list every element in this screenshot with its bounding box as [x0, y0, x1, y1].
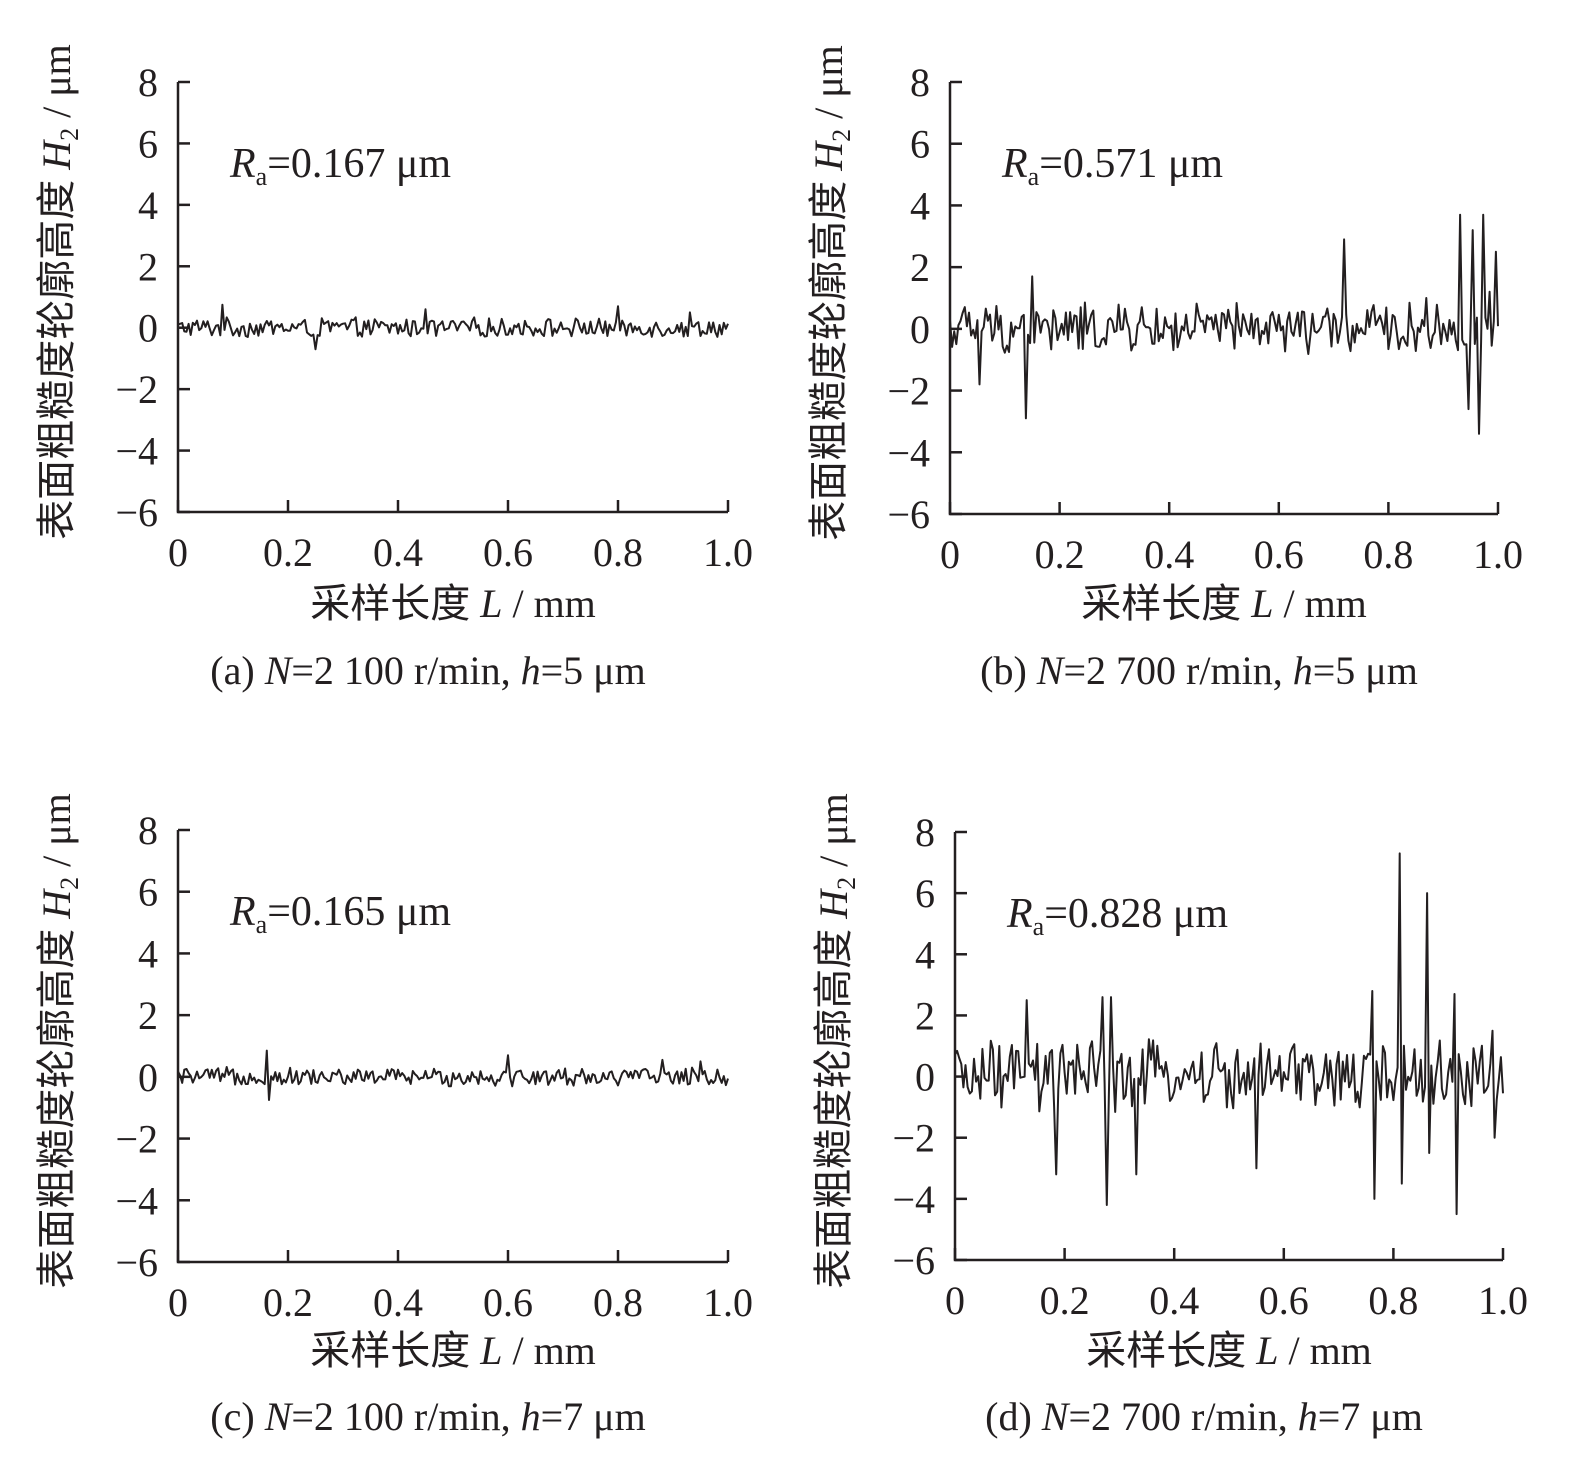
y-tick-label: 6 — [138, 870, 158, 915]
y-tick-label: −2 — [892, 1116, 935, 1161]
y-tick-label: 8 — [138, 60, 158, 105]
x-tick-label: 0.4 — [1149, 1278, 1199, 1323]
y-tick-label: −4 — [115, 429, 158, 474]
y-tick-label: 0 — [138, 306, 158, 351]
x-tick-label: 0.8 — [1363, 532, 1413, 577]
y-tick-label: −2 — [887, 369, 930, 414]
y-tick-label: 2 — [138, 244, 158, 289]
x-tick-label: 0.2 — [263, 1280, 313, 1325]
y-tick-label: −2 — [115, 1117, 158, 1162]
y-tick-label: 8 — [138, 808, 158, 853]
roughness-profile-line — [949, 213, 1499, 435]
y-axis-title: 表面粗糙度轮廓高度 H2 / μm — [811, 793, 861, 1289]
y-tick-label: −2 — [115, 367, 158, 412]
x-axis-title: 采样长度 L / mm — [1081, 581, 1367, 626]
y-tick-label: 4 — [138, 931, 158, 976]
x-tick-label: 0 — [168, 530, 188, 575]
y-tick-label: 2 — [138, 993, 158, 1038]
x-tick-label: 0.2 — [263, 530, 313, 575]
chart-panel-b: −6 −4 −2 0 2 4 6 8 0 0.2 0.4 0.6 0.8 1.0 表面粗糙度轮廓高度 H2 … — [806, 45, 1523, 693]
x-tick-label: 0.6 — [483, 530, 533, 575]
y-tick-label: 4 — [915, 932, 935, 977]
x-tick-label: 0.2 — [1040, 1278, 1090, 1323]
x-tick-label: 0 — [940, 532, 960, 577]
y-tick-label: −6 — [115, 1240, 158, 1285]
x-tick-label: 0.8 — [593, 1280, 643, 1325]
y-tick-label: 2 — [915, 993, 935, 1038]
ra-annotation: Ra=0.165 μm — [229, 889, 451, 939]
x-tick-label: 0 — [168, 1280, 188, 1325]
y-tick-label: 4 — [138, 183, 158, 228]
y-tick-label: −6 — [892, 1238, 935, 1283]
x-tick-label: 1.0 — [703, 1280, 753, 1325]
ra-annotation: Ra=0.167 μm — [229, 141, 451, 191]
y-tick-label: −6 — [115, 490, 158, 535]
x-axis-title: 采样长度 L / mm — [1086, 1328, 1372, 1373]
x-tick-label: 0.6 — [483, 1280, 533, 1325]
x-tick-label: 0.6 — [1259, 1278, 1309, 1323]
panel-caption: (a) N=2 100 r/min, h=5 μm — [210, 648, 645, 693]
x-tick-label: 0.4 — [373, 530, 423, 575]
panel-caption: (b) N=2 700 r/min, h=5 μm — [980, 648, 1418, 693]
y-tick-label: 6 — [910, 122, 930, 167]
y-tick-label: 0 — [138, 1055, 158, 1100]
y-tick-label: 8 — [910, 60, 930, 105]
ra-annotation: Ra=0.828 μm — [1006, 891, 1228, 941]
y-tick-label: 0 — [915, 1055, 935, 1100]
x-axis-title: 采样长度 L / mm — [310, 1328, 596, 1373]
x-tick-label: 0.6 — [1254, 532, 1304, 577]
x-tick-label: 0.8 — [1368, 1278, 1418, 1323]
axis-lines — [176, 830, 728, 1264]
x-tick-label: 0.8 — [593, 530, 643, 575]
roughness-profile-line — [177, 1049, 729, 1101]
x-tick-label: 0.4 — [1144, 532, 1194, 577]
x-tick-label: 1.0 — [1478, 1278, 1528, 1323]
x-axis-title: 采样长度 L / mm — [310, 581, 596, 626]
chart-panel-a: −6 −4 −2 0 2 4 6 8 0 0.2 0.4 0.6 0.8 1.0 表面粗糙度轮廓高度 H2 … — [34, 44, 753, 693]
chart-panel-d: −6 −4 −2 0 2 4 6 8 0 0.2 0.4 0.6 0.8 1.0 表面粗糙度轮廓高度 H2 … — [811, 793, 1528, 1439]
y-tick-label: 0 — [910, 307, 930, 352]
y-tick-label: 2 — [910, 245, 930, 290]
panel-caption: (c) N=2 100 r/min, h=7 μm — [210, 1394, 645, 1439]
ra-annotation: Ra=0.571 μm — [1001, 141, 1223, 191]
x-tick-label: 0.4 — [373, 1280, 423, 1325]
x-tick-label: 1.0 — [703, 530, 753, 575]
y-tick-label: 6 — [915, 871, 935, 916]
axis-lines — [176, 82, 728, 514]
x-tick-label: 0 — [945, 1278, 965, 1323]
y-tick-label: 8 — [915, 810, 935, 855]
y-axis-title: 表面粗糙度轮廓高度 H2 / μm — [34, 793, 84, 1289]
roughness-profile-line — [954, 852, 1504, 1216]
y-tick-label: 6 — [138, 121, 158, 166]
panel-caption: (d) N=2 700 r/min, h=7 μm — [985, 1394, 1423, 1439]
y-axis-title: 表面粗糙度轮廓高度 H2 / μm — [34, 44, 84, 540]
y-tick-label: −4 — [887, 430, 930, 475]
y-axis-title: 表面粗糙度轮廓高度 H2 / μm — [806, 45, 856, 541]
chart-panel-c: −6 −4 −2 0 2 4 6 8 0 0.2 0.4 0.6 0.8 1.0 表面粗糙度轮廓高度 H2 … — [34, 793, 753, 1439]
x-tick-label: 1.0 — [1473, 532, 1523, 577]
y-tick-label: −4 — [892, 1177, 935, 1222]
x-tick-label: 0.2 — [1035, 532, 1085, 577]
y-tick-label: −6 — [887, 492, 930, 537]
y-tick-label: 4 — [910, 183, 930, 228]
roughness-profile-line — [177, 303, 729, 351]
y-tick-label: −4 — [115, 1178, 158, 1223]
